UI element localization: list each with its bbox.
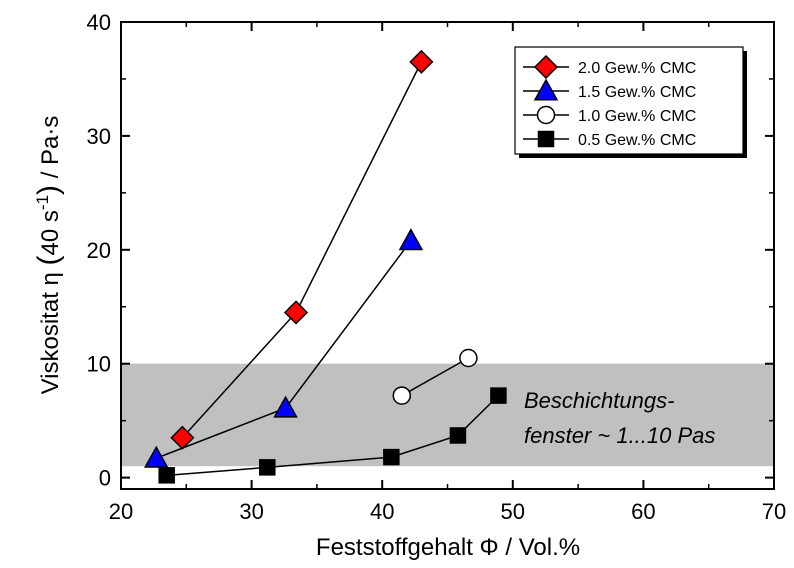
annotation-line-2: fenster ~ 1...10 Pas	[524, 423, 715, 448]
shaded-band-layer	[121, 363, 774, 467]
series-triangle	[143, 228, 424, 468]
series-line-circle	[401, 357, 469, 397]
legend-marker-square	[537, 130, 555, 148]
y-tick-label: 40	[87, 10, 111, 35]
data-point-square	[383, 448, 400, 466]
legend-label-circle: 1.0 Gew.% CMC	[578, 108, 696, 125]
x-tick-label: 60	[631, 499, 655, 524]
y-axis-title-suffix: / Pa·s	[37, 116, 64, 185]
series-circle	[392, 348, 478, 405]
legend-marker-triangle	[533, 78, 559, 101]
data-point-square	[490, 387, 507, 404]
data-point-square	[158, 467, 175, 484]
y-axis-title-paren-close: )	[32, 185, 65, 195]
y-tick-label: 10	[87, 352, 111, 377]
legend-marker-circle	[536, 105, 556, 125]
data-point-square	[259, 459, 276, 476]
legend-label-triangle: 1.5 Gew.% CMC	[578, 84, 696, 101]
y-axis-title: Viskositat η (40 s-1) / Pa·s	[32, 116, 65, 395]
x-tick-label: 40	[370, 499, 394, 524]
legend-label-diamond: 2.0 Gew.% CMC	[578, 60, 696, 77]
data-point-square	[449, 427, 467, 444]
legend-items: 2.0 Gew.% CMC 1.5 Gew.% CMC 1.0 Gew.% CMC 0…	[523, 54, 696, 149]
legend-marker-diamond	[533, 54, 559, 80]
y-tick-label: 30	[87, 124, 111, 149]
y-axis-title-main: Viskositat η	[37, 265, 64, 394]
annotation-line-1: Beschichtungs-	[524, 388, 674, 413]
data-point-circle	[459, 348, 478, 368]
y-axis-title-paren-open: (	[32, 255, 65, 265]
data-point-triangle	[143, 445, 169, 468]
y-tick-label: 20	[87, 238, 111, 263]
shaded-band	[121, 363, 774, 467]
data-point-triangle	[398, 228, 424, 251]
axis-ticks: 20 30 40 50 60 70 0 10 20 30 40	[87, 10, 787, 524]
data-point-triangle	[273, 395, 298, 418]
y-axis-title-sup: -1	[33, 195, 52, 210]
x-tick-label: 30	[239, 499, 263, 524]
x-tick-label: 50	[501, 499, 525, 524]
x-tick-label: 20	[109, 499, 133, 524]
data-point-diamond	[409, 49, 434, 74]
series-layer	[143, 49, 507, 484]
y-tick-label: 0	[99, 466, 111, 491]
legend: 2.0 Gew.% CMC 1.5 Gew.% CMC 1.0 Gew.% CMC 0…	[514, 46, 747, 158]
legend-label-square: 0.5 Gew.% CMC	[578, 132, 696, 149]
x-axis-title: Feststoffgehalt Φ / Vol.%	[316, 534, 580, 561]
data-point-circle	[392, 386, 412, 405]
series-diamond	[170, 49, 434, 450]
data-point-diamond	[283, 300, 309, 325]
y-axis-title-inner: 40 s	[37, 210, 64, 255]
series-square	[158, 387, 507, 484]
x-tick-label: 70	[762, 499, 786, 524]
